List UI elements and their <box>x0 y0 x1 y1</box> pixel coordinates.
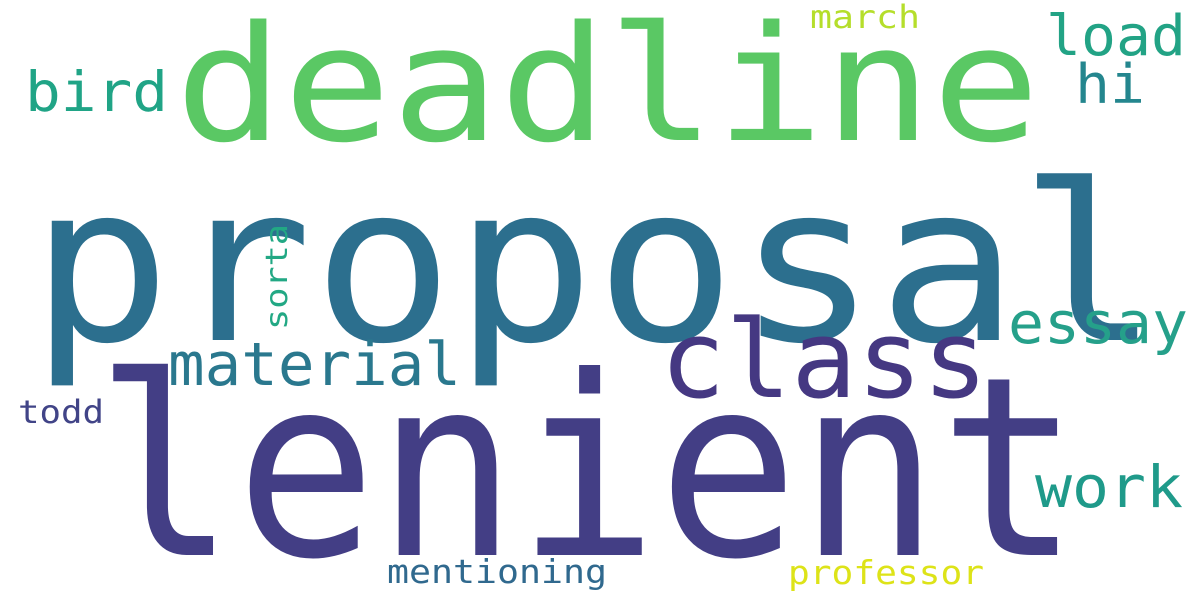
word-class: class <box>660 298 988 423</box>
word-load: load <box>1046 4 1186 69</box>
word-march: march <box>810 0 920 36</box>
word-professor: professor <box>788 553 984 592</box>
word-deadline: deadline <box>175 0 1040 178</box>
word-material: material <box>168 330 461 400</box>
word-essay: essay <box>1008 289 1188 357</box>
word-hi: hi <box>1075 53 1145 116</box>
word-proposal: proposal <box>30 139 1160 392</box>
word-lenient: lenient <box>95 323 1080 600</box>
word-bird: bird <box>25 60 168 124</box>
word-mentioning: mentioning <box>387 552 607 591</box>
word-sorta: sorta <box>260 224 295 330</box>
word-todd: todd <box>18 393 104 431</box>
word-work: work <box>1035 453 1183 521</box>
